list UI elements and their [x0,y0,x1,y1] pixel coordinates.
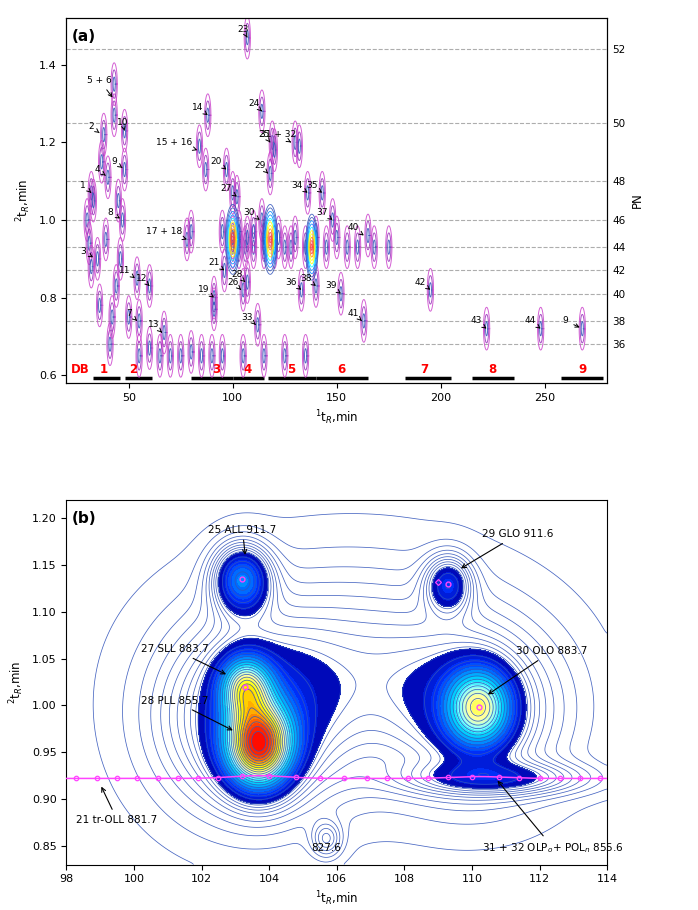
Text: 28: 28 [231,270,245,282]
Text: 34: 34 [292,180,307,192]
Text: 29 GLO 911.6: 29 GLO 911.6 [462,530,554,568]
Text: 27: 27 [221,185,236,196]
Text: 9: 9 [563,317,579,327]
Text: 10: 10 [117,118,128,130]
Text: 2: 2 [89,122,99,133]
Text: DB: DB [70,363,89,376]
Text: (a): (a) [72,29,96,45]
Text: 13: 13 [148,320,161,332]
Text: 30: 30 [244,207,259,219]
Text: 3: 3 [212,363,220,376]
Text: 21 tr-OLL 881.7: 21 tr-OLL 881.7 [77,788,158,824]
Text: 28 PLL 855.7: 28 PLL 855.7 [141,696,232,730]
Text: 38: 38 [300,274,315,286]
Text: 5: 5 [287,363,295,376]
Text: 37: 37 [316,207,332,219]
Text: 8: 8 [107,207,119,218]
Text: 4: 4 [243,363,251,376]
Text: 25 ALL 911.7: 25 ALL 911.7 [208,525,276,553]
Text: 9: 9 [111,157,122,167]
Text: (b): (b) [72,511,96,526]
Text: 20: 20 [210,157,225,169]
Text: 35: 35 [306,180,321,192]
Y-axis label: PN: PN [631,193,644,208]
Text: 4: 4 [95,165,105,176]
Text: 42: 42 [415,278,429,289]
Text: 9: 9 [578,363,586,376]
Text: 30 OLO 883.7: 30 OLO 883.7 [489,646,587,694]
Text: 8: 8 [489,363,497,376]
Text: 31 + 32 OLP$_o$+ POL$_n$ 855.6: 31 + 32 OLP$_o$+ POL$_n$ 855.6 [482,782,624,854]
Text: 26: 26 [227,278,241,289]
Y-axis label: $^2$t$_R$,min: $^2$t$_R$,min [8,661,27,703]
Text: 7: 7 [420,363,429,376]
Text: 27 SLL 883.7: 27 SLL 883.7 [141,644,225,674]
Text: 36: 36 [285,278,301,289]
Text: 43: 43 [470,317,486,328]
Text: 19: 19 [198,286,213,297]
Text: 17 + 18: 17 + 18 [146,228,186,239]
Text: 31 + 32: 31 + 32 [260,130,297,142]
X-axis label: $^1$t$_R$,min: $^1$t$_R$,min [315,890,359,908]
Text: 29: 29 [254,161,268,173]
Text: 5 + 6: 5 + 6 [87,76,112,96]
Text: 827.6: 827.6 [312,843,341,853]
Text: 1: 1 [80,180,91,192]
Text: 40: 40 [348,223,363,235]
Text: 23: 23 [237,25,249,37]
Text: 15 + 16: 15 + 16 [156,138,196,150]
Y-axis label: $^2$t$_R$,min: $^2$t$_R$,min [15,179,34,222]
Text: 11: 11 [119,266,134,278]
Text: 33: 33 [242,312,255,324]
Text: 14: 14 [192,103,207,115]
Text: 44: 44 [525,317,540,328]
Text: 39: 39 [325,281,340,293]
Text: 21: 21 [208,258,223,269]
Text: 7: 7 [126,308,137,320]
Text: 12: 12 [135,274,149,286]
Text: 25: 25 [258,130,270,142]
Text: 3: 3 [80,247,92,257]
Text: 6: 6 [337,363,345,376]
Text: 24: 24 [248,99,262,111]
Text: 41: 41 [348,308,362,320]
Text: 1: 1 [100,363,107,376]
X-axis label: $^1$t$_R$,min: $^1$t$_R$,min [315,409,359,427]
Text: 2: 2 [129,363,137,376]
